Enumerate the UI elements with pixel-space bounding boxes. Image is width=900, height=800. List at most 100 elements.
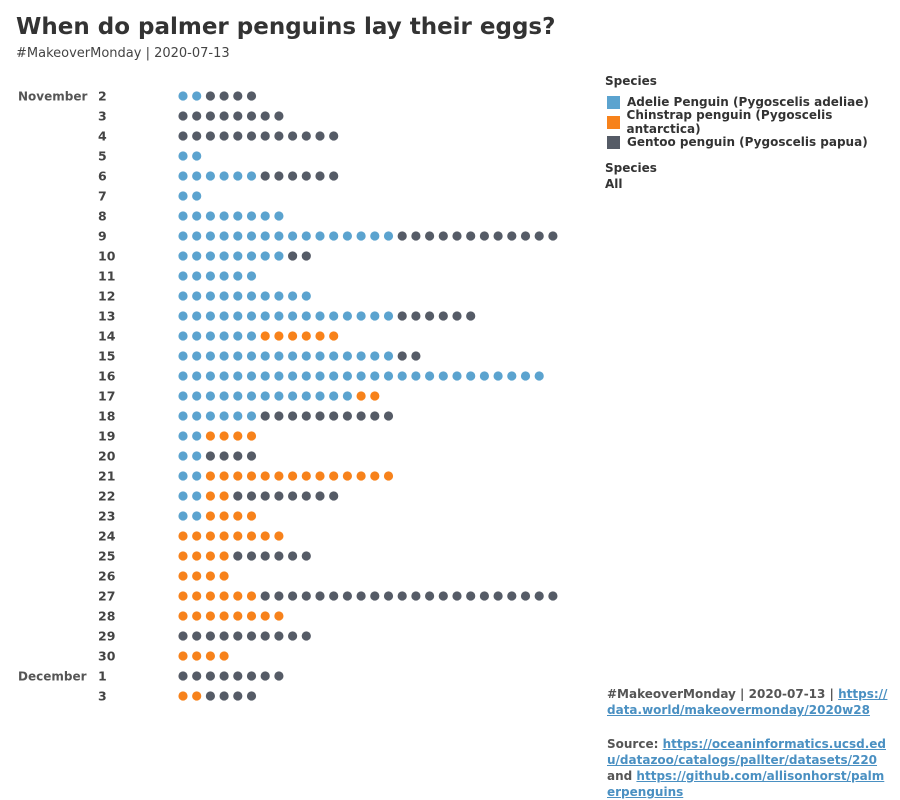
dot-gentoo[interactable] (329, 411, 339, 421)
dot-gentoo[interactable] (274, 111, 284, 121)
dot-gentoo[interactable] (356, 411, 366, 421)
dot-gentoo[interactable] (288, 551, 298, 561)
dot-adelie[interactable] (205, 271, 215, 281)
dot-gentoo[interactable] (534, 591, 544, 601)
dot-adelie[interactable] (274, 231, 284, 241)
dot-chinstrap[interactable] (274, 331, 284, 341)
dot-chinstrap[interactable] (274, 471, 284, 481)
dot-adelie[interactable] (288, 351, 298, 361)
dot-gentoo[interactable] (219, 671, 229, 681)
dot-adelie[interactable] (192, 191, 202, 201)
dot-adelie[interactable] (178, 191, 188, 201)
dot-adelie[interactable] (329, 351, 339, 361)
dot-gentoo[interactable] (520, 591, 531, 601)
dot-gentoo[interactable] (301, 551, 311, 561)
dot-gentoo[interactable] (246, 631, 257, 641)
dot-gentoo[interactable] (452, 591, 462, 601)
dot-gentoo[interactable] (288, 131, 298, 141)
dot-gentoo[interactable] (548, 591, 558, 601)
dot-gentoo[interactable] (301, 591, 311, 601)
dot-adelie[interactable] (192, 371, 202, 381)
dot-chinstrap[interactable] (233, 431, 243, 441)
dot-chinstrap[interactable] (246, 611, 257, 621)
dot-adelie[interactable] (329, 391, 339, 401)
dot-adelie[interactable] (260, 351, 270, 361)
dot-gentoo[interactable] (288, 631, 298, 641)
dot-adelie[interactable] (246, 311, 257, 321)
dot-adelie[interactable] (219, 231, 229, 241)
dot-chinstrap[interactable] (205, 571, 215, 581)
dot-gentoo[interactable] (288, 491, 298, 501)
dot-chinstrap[interactable] (246, 531, 257, 541)
dot-chinstrap[interactable] (274, 531, 284, 541)
dot-adelie[interactable] (246, 411, 257, 421)
dot-gentoo[interactable] (205, 91, 215, 101)
dot-adelie[interactable] (192, 451, 202, 461)
dot-adelie[interactable] (301, 351, 311, 361)
dot-adelie[interactable] (315, 351, 325, 361)
dot-adelie[interactable] (233, 231, 243, 241)
dot-chinstrap[interactable] (192, 551, 202, 561)
dot-gentoo[interactable] (397, 231, 407, 241)
dot-adelie[interactable] (219, 411, 229, 421)
dot-adelie[interactable] (233, 291, 243, 301)
dot-gentoo[interactable] (233, 451, 243, 461)
dot-adelie[interactable] (493, 371, 503, 381)
dot-adelie[interactable] (205, 311, 215, 321)
dot-adelie[interactable] (411, 371, 421, 381)
dot-gentoo[interactable] (219, 691, 229, 701)
dot-gentoo[interactable] (329, 491, 339, 501)
dot-chinstrap[interactable] (260, 471, 270, 481)
dot-adelie[interactable] (192, 91, 202, 101)
source-link-oceaninformatics[interactable]: https://oceaninformatics.ucsd.edu/datazo… (607, 737, 887, 767)
dot-adelie[interactable] (178, 151, 188, 161)
dot-adelie[interactable] (192, 251, 202, 261)
dot-chinstrap[interactable] (233, 611, 243, 621)
dot-chinstrap[interactable] (205, 591, 215, 601)
dot-chinstrap[interactable] (219, 491, 229, 501)
dot-chinstrap[interactable] (205, 491, 215, 501)
dot-adelie[interactable] (205, 371, 215, 381)
dot-adelie[interactable] (246, 231, 257, 241)
dot-adelie[interactable] (288, 371, 298, 381)
dot-chinstrap[interactable] (246, 431, 257, 441)
dot-gentoo[interactable] (438, 311, 448, 321)
dot-adelie[interactable] (233, 271, 243, 281)
dot-adelie[interactable] (219, 311, 229, 321)
dot-chinstrap[interactable] (219, 531, 229, 541)
dot-adelie[interactable] (342, 391, 352, 401)
dot-gentoo[interactable] (274, 551, 284, 561)
dot-chinstrap[interactable] (205, 471, 215, 481)
dot-adelie[interactable] (233, 171, 243, 181)
dot-gentoo[interactable] (425, 591, 435, 601)
dot-adelie[interactable] (315, 371, 325, 381)
dot-adelie[interactable] (178, 351, 188, 361)
dot-gentoo[interactable] (315, 171, 325, 181)
dot-chinstrap[interactable] (219, 511, 229, 521)
dot-adelie[interactable] (342, 371, 352, 381)
dot-gentoo[interactable] (301, 131, 311, 141)
dot-chinstrap[interactable] (178, 551, 188, 561)
dot-gentoo[interactable] (260, 591, 270, 601)
dot-gentoo[interactable] (438, 231, 448, 241)
dot-gentoo[interactable] (260, 111, 270, 121)
dot-adelie[interactable] (301, 391, 311, 401)
dot-adelie[interactable] (260, 311, 270, 321)
dot-adelie[interactable] (205, 351, 215, 361)
dot-gentoo[interactable] (233, 491, 243, 501)
dot-gentoo[interactable] (260, 131, 270, 141)
dot-chinstrap[interactable] (178, 571, 188, 581)
dot-adelie[interactable] (356, 311, 366, 321)
dot-gentoo[interactable] (315, 131, 325, 141)
dot-adelie[interactable] (219, 331, 229, 341)
dot-adelie[interactable] (438, 371, 448, 381)
dot-gentoo[interactable] (246, 491, 257, 501)
dot-gentoo[interactable] (274, 171, 284, 181)
dot-adelie[interactable] (219, 391, 229, 401)
dot-gentoo[interactable] (438, 591, 448, 601)
dot-adelie[interactable] (219, 211, 229, 221)
dot-adelie[interactable] (301, 371, 311, 381)
dot-chinstrap[interactable] (192, 571, 202, 581)
dot-adelie[interactable] (205, 391, 215, 401)
dot-chinstrap[interactable] (288, 331, 298, 341)
